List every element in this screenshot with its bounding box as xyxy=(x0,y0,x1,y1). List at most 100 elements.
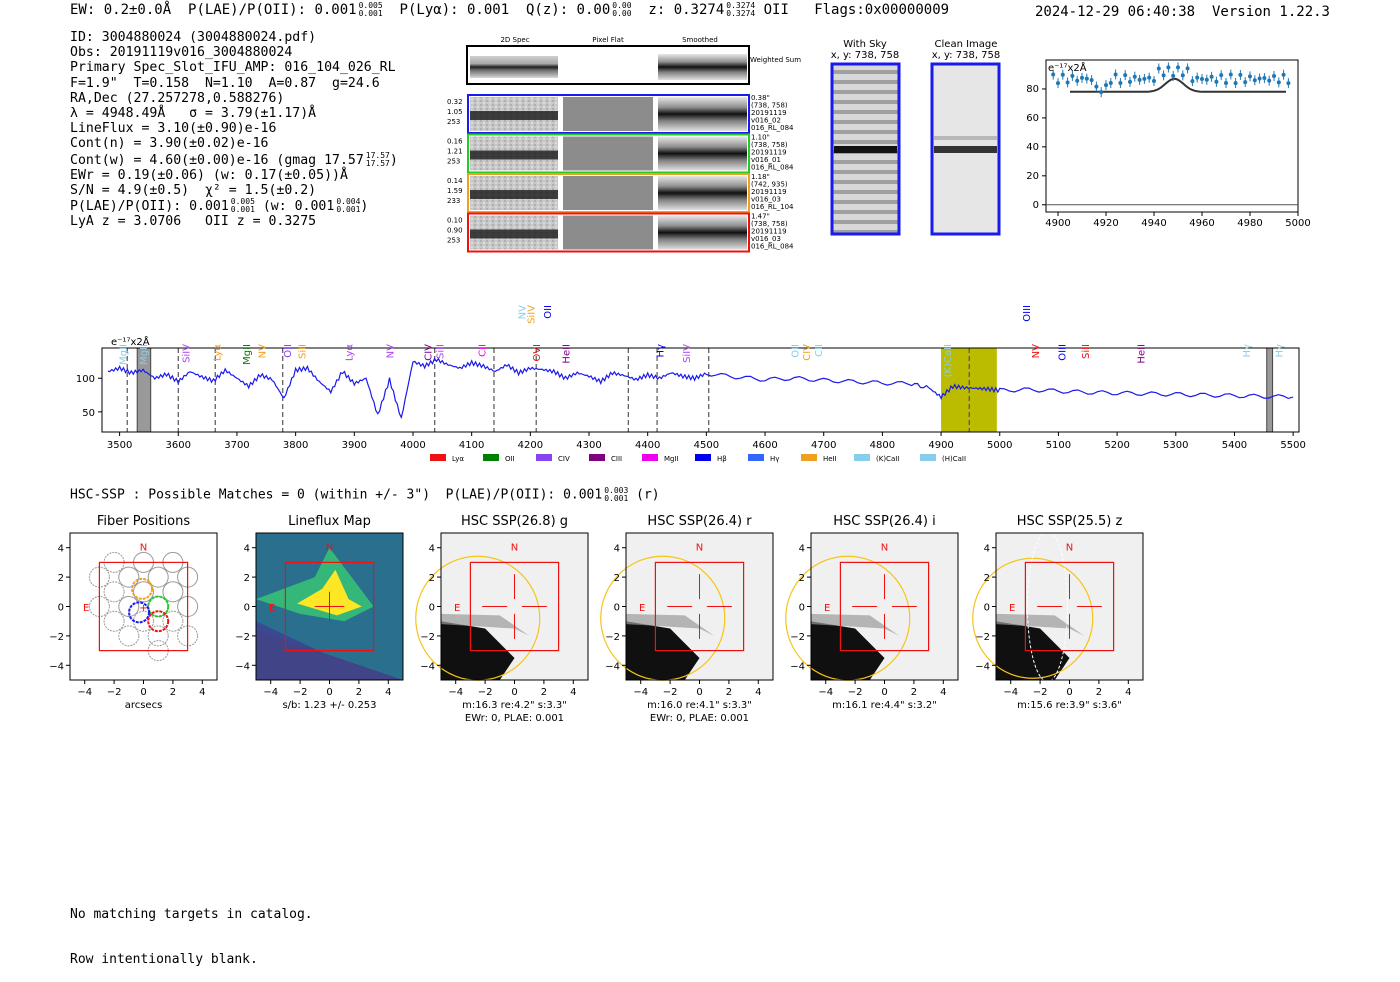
north-label: N xyxy=(881,543,888,554)
legend-label: Lyα xyxy=(452,455,464,463)
weighted-label: Weighted Sum xyxy=(750,56,801,64)
panel-title: HSC SSP(26.4) r xyxy=(647,514,752,529)
center-marker: + xyxy=(139,603,147,614)
legend-label: (H)CaII xyxy=(942,455,966,463)
zoom-point xyxy=(1084,76,1089,81)
line-label: Hγ xyxy=(1274,344,1285,358)
panel-title: Lineflux Map xyxy=(288,514,371,529)
panel-ytick-label: 2 xyxy=(58,573,64,584)
line-label: NV xyxy=(258,344,269,358)
panel-xtick-label: 4 xyxy=(385,687,391,698)
panel: Lineflux Map N E −4 −2 0 2 4 4 2 0 −2 −4 s/b: 1.23 +/… xyxy=(235,514,404,711)
lineflux-low xyxy=(256,630,403,680)
spectrum-xtick-label: 5200 xyxy=(1104,440,1129,451)
cutout-row: 0.10 0.90 253 1.47"(738, 758)20191119v016_0… xyxy=(447,212,794,253)
panel-xtick-label: 0 xyxy=(511,687,517,698)
panel-ytick-label: 2 xyxy=(244,573,250,584)
spectrum-xtick-label: 5100 xyxy=(1046,440,1071,451)
spectrum-xtick-label: 5300 xyxy=(1163,440,1188,451)
panel-ytick-label: 4 xyxy=(429,544,435,555)
panel-xtick-label: 2 xyxy=(911,687,917,698)
panel-xtick-label: −2 xyxy=(478,687,493,698)
clean-line xyxy=(934,146,997,153)
info-fparams: F=1.9" T=0.158 N=1.10 A=0.87 g=24.6 xyxy=(70,75,380,91)
spectrum-xtick-label: 4000 xyxy=(400,440,425,451)
panel-ytick-label: 0 xyxy=(58,603,64,614)
fiber-circle xyxy=(103,610,125,632)
panel-ytick-label: −4 xyxy=(420,661,435,672)
panel-ytick-label: 2 xyxy=(984,573,990,584)
panel-ytick-label: −4 xyxy=(605,661,620,672)
east-label: E xyxy=(83,603,89,614)
spectrum-xtick-label: 4900 xyxy=(928,440,953,451)
legend-label: Hγ xyxy=(770,455,779,463)
header-line: EW: 0.2±0.0Å P(LAE)/P(OII): 0.001 0.005 0.… xyxy=(70,2,949,19)
pixel-flat xyxy=(563,97,653,131)
line-label: Lyα xyxy=(344,344,355,362)
panel-ytick-label: −4 xyxy=(790,661,805,672)
panel-ytick-label: −4 xyxy=(975,661,990,672)
legend-swatch xyxy=(642,454,658,461)
zoom-point xyxy=(1248,74,1252,79)
fiber-circle xyxy=(147,625,169,647)
panel-caption: m:16.1 re:4.4" s:3.2" xyxy=(832,700,937,711)
panel-ytick-label: −2 xyxy=(49,632,64,643)
line-label: SiII xyxy=(298,344,309,359)
panel-ytick-label: 0 xyxy=(614,603,620,614)
region-box xyxy=(98,561,189,652)
col-title-smooth: Smoothed xyxy=(682,36,718,44)
panel-xtick-label: 0 xyxy=(881,687,887,698)
cutout-right-label: (738, 758) xyxy=(751,141,788,149)
zoom-point xyxy=(1180,73,1185,78)
z-value: z: 0.3274 xyxy=(648,2,725,18)
galaxy-halo xyxy=(996,613,1085,636)
panel-xtick-label: 2 xyxy=(541,687,547,698)
cutout-row: 0.14 1.59 233 1.18"(742, 935)20191119v016_0… xyxy=(447,173,794,213)
zoom-point xyxy=(1142,76,1147,81)
info-block: ID: 3004880024 (3004880024.pdf) Obs: 201… xyxy=(70,30,398,230)
clean-band xyxy=(934,136,997,140)
zoom-units: e⁻¹⁷x2Å xyxy=(1048,61,1087,74)
panel-xtick-label: 4 xyxy=(1125,687,1131,698)
spec-2d-line xyxy=(470,111,558,120)
zoom-ytick-label: 20 xyxy=(1026,171,1039,182)
cutout-left-label: 253 xyxy=(447,237,460,245)
panel-title: HSC SSP(25.5) z xyxy=(1017,514,1123,529)
zoom-point xyxy=(1132,74,1137,79)
zoom-point xyxy=(1233,81,1238,86)
cutout-right-label: 1.10" xyxy=(751,134,770,142)
legend-swatch xyxy=(589,454,605,461)
panel-caption: m:16.0 re:4.1" s:3.3" xyxy=(647,700,752,711)
panel-xtick-label: 0 xyxy=(140,687,146,698)
panel-xtick-label: −2 xyxy=(293,687,308,698)
spec-2d-line xyxy=(470,150,558,160)
cutout-right-label: (738, 758) xyxy=(751,220,788,228)
zoom-point xyxy=(1214,79,1219,84)
cutout-left-label: 0.10 xyxy=(447,217,463,225)
spectrum-ytick-label: 100 xyxy=(76,374,95,385)
zoom-point xyxy=(1104,83,1108,88)
cutout-right-label: v016_03 xyxy=(751,235,781,243)
panel-xtick-label: 2 xyxy=(170,687,176,698)
zoom-point xyxy=(1123,73,1128,78)
smoothed xyxy=(658,215,747,250)
top-figures: 2D Spec Pixel Flat Smoothed Weighted Sum… xyxy=(447,36,1311,253)
panel-xtick-label: −4 xyxy=(1003,687,1018,698)
line-label: CIV xyxy=(802,344,813,361)
zoom-point xyxy=(1128,79,1132,84)
panel-ytick-label: 2 xyxy=(799,573,805,584)
zoom-point xyxy=(1224,80,1228,85)
cutout-left-label: 1.05 xyxy=(447,108,463,116)
upper-line-label: NV xyxy=(518,305,529,319)
zoom-point xyxy=(1209,74,1214,79)
spectrum-xtick-label: 4400 xyxy=(635,440,660,451)
panel: HSC SSP(26.8) g N E −4 −2 0 2 4 4 2 0 −2 −4 m:16.3 re… xyxy=(415,514,589,724)
zoom-ytick-label: 0 xyxy=(1033,200,1039,211)
zoom-point xyxy=(1070,73,1075,78)
zoom-point xyxy=(1204,77,1209,82)
legend-label: OII xyxy=(505,455,515,463)
north-label: N xyxy=(1066,543,1073,554)
fiber-highlight xyxy=(147,610,170,633)
zoom-point xyxy=(1262,76,1267,81)
panel-xtick-label: −2 xyxy=(107,687,122,698)
